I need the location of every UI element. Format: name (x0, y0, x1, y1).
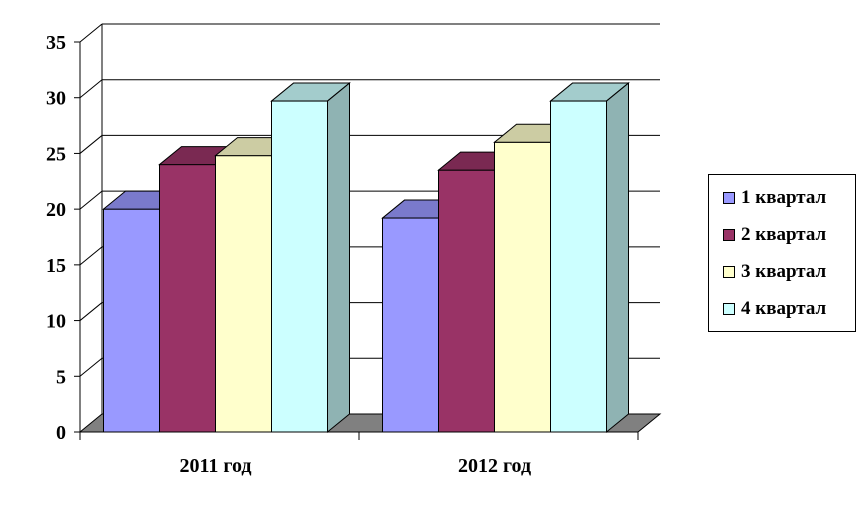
bar-front (438, 169, 495, 433)
legend: 1 квартал 2 квартал 3 квартал 4 квартал (708, 174, 856, 332)
legend-swatch-1 (723, 192, 735, 204)
legend-label: 2 квартал (741, 224, 827, 245)
gridline-diagonal (79, 357, 103, 377)
y-tick-label: 5 (56, 366, 66, 388)
bar (381, 199, 462, 433)
legend-swatch-4 (723, 303, 735, 315)
gridline-diagonal (79, 302, 103, 321)
bar (437, 151, 518, 433)
bar-side (606, 82, 629, 434)
legend-label: 1 квартал (741, 187, 827, 208)
bar-front (550, 100, 607, 433)
axis-labels: 0 5 10 15 20 25 30 35 2011 год 2012 год (46, 32, 531, 477)
y-tick-label: 30 (46, 88, 66, 110)
gridline-diagonal (79, 79, 103, 99)
y-tick-label: 10 (46, 311, 66, 333)
gridline-diagonal (79, 23, 103, 43)
bar-front (159, 164, 216, 433)
bar-front (494, 141, 551, 433)
legend-swatch-2 (723, 229, 735, 241)
gridline-diagonal (79, 246, 103, 266)
bar-front (382, 217, 439, 433)
legend-item: 3 квартал (723, 261, 826, 283)
gridline-diagonal (79, 190, 103, 210)
legend-item: 2 квартал (723, 224, 826, 246)
x-tick-label: 2011 год (179, 455, 251, 477)
legend-item: 4 квартал (723, 298, 826, 320)
bar (270, 82, 351, 434)
bar (158, 146, 239, 433)
gridline-diagonal (79, 135, 103, 154)
y-tick-label: 0 (56, 422, 66, 444)
bar-front (271, 100, 328, 433)
x-tick-label: 2012 год (458, 455, 531, 477)
bar-front (215, 155, 272, 433)
legend-swatch-3 (723, 266, 735, 278)
legend-label: 3 квартал (741, 261, 827, 282)
y-tick-label: 15 (46, 255, 66, 277)
y-tick-label: 25 (46, 143, 66, 165)
bar (549, 82, 630, 434)
legend-item: 1 квартал (723, 187, 826, 209)
y-tick-label: 20 (46, 199, 66, 221)
bar-front (103, 208, 160, 433)
y-tick-label: 35 (46, 32, 66, 54)
bar (493, 123, 574, 433)
bar-side (327, 82, 350, 434)
legend-label: 4 квартал (741, 298, 827, 319)
bars (102, 82, 630, 434)
